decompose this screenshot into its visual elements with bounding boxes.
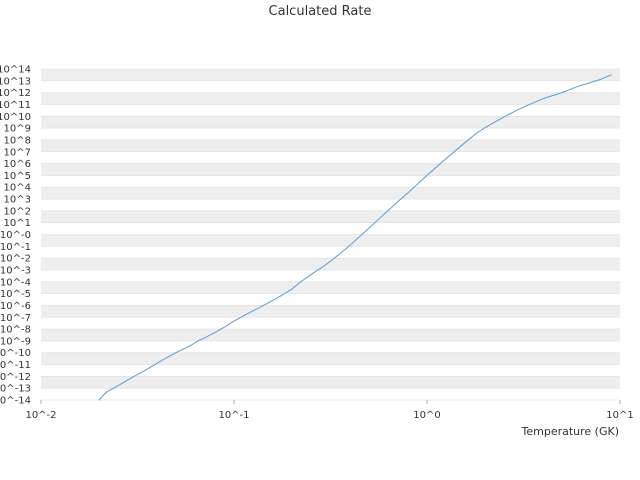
series-lines — [98, 74, 612, 401]
y-tick-label: 10^-14 — [0, 396, 31, 407]
y-tick-label: 10^9 — [4, 124, 31, 135]
rate-series-line — [98, 74, 612, 401]
y-tick-label: 10^12 — [0, 88, 31, 99]
x-tick-marks — [40, 400, 621, 404]
grid-bands — [41, 68, 620, 401]
y-tick-label: 10^6 — [4, 159, 31, 170]
grid-band — [41, 388, 620, 400]
y-tick-label: 10^5 — [4, 171, 31, 182]
y-tick-label: 10^-0 — [0, 230, 31, 241]
y-tick-label: 10^8 — [4, 135, 31, 146]
y-tick-label: 10^-8 — [0, 325, 31, 336]
y-tick-label: 10^10 — [0, 112, 31, 123]
grid-band — [41, 116, 620, 129]
y-tick-label: 10^-1 — [0, 242, 31, 253]
grid-band — [41, 222, 620, 235]
x-tick-label: 10^-2 — [25, 410, 56, 421]
x-tick-labels: 10^-2 10^-1 10^0 10^1 — [25, 410, 633, 421]
grid-band — [41, 92, 620, 105]
y-tick-label: 10^-5 — [0, 289, 31, 300]
y-tick-label: 10^11 — [0, 100, 31, 111]
y-tick-label: 10^13 — [0, 76, 31, 87]
grid-band — [41, 269, 620, 282]
grid-band — [41, 104, 620, 117]
y-tick-label: 10^-6 — [0, 301, 31, 312]
y-tick-label: 10^-4 — [0, 277, 31, 288]
grid-band — [41, 281, 620, 294]
y-tick-label: 10^-10 — [0, 348, 31, 359]
grid-band — [41, 175, 620, 188]
y-tick-label: 10^-12 — [0, 372, 31, 383]
grid-band — [41, 151, 620, 164]
grid-band — [41, 317, 620, 330]
y-tick-label: 10^-9 — [0, 336, 31, 347]
y-tick-label: 10^-13 — [0, 384, 31, 395]
grid-band — [41, 139, 620, 152]
y-tick-label: 10^-7 — [0, 313, 31, 324]
grid-band — [41, 128, 620, 140]
grid-band — [41, 340, 620, 353]
grid-band — [41, 352, 620, 365]
chart-title: Calculated Rate — [268, 4, 372, 19]
grid-band — [41, 376, 620, 389]
grid-band — [41, 246, 620, 259]
grid-band — [41, 305, 620, 318]
y-tick-label: 10^2 — [4, 206, 31, 217]
grid-band — [41, 364, 620, 377]
grid-band — [41, 187, 620, 200]
x-axis-title: Temperature (GK) — [521, 425, 620, 438]
grid-band — [41, 199, 620, 211]
y-tick-label: 10^3 — [4, 195, 31, 206]
y-tick-label: 10^1 — [4, 218, 31, 229]
grid-band — [41, 234, 620, 247]
grid-band — [41, 163, 620, 176]
y-tick-label: 10^7 — [4, 147, 31, 158]
y-tick-label: 10^4 — [4, 183, 31, 194]
grid-band — [41, 210, 620, 223]
grid-band — [41, 293, 620, 306]
y-tick-label: 10^-2 — [0, 254, 31, 265]
grid-band — [41, 80, 620, 93]
x-tick-label: 10^-1 — [218, 410, 249, 421]
y-tick-label: 10^-11 — [0, 360, 31, 371]
grid-band — [41, 329, 620, 341]
grid-band — [41, 258, 620, 270]
x-tick-label: 10^0 — [413, 410, 440, 421]
x-tick-label: 10^1 — [606, 410, 633, 421]
y-tick-labels: 10^1410^1310^1210^1110^1010^910^810^710^… — [0, 65, 31, 407]
y-tick-label: 10^14 — [0, 65, 31, 76]
grid-band — [41, 69, 620, 81]
y-tick-label: 10^-3 — [0, 265, 31, 276]
